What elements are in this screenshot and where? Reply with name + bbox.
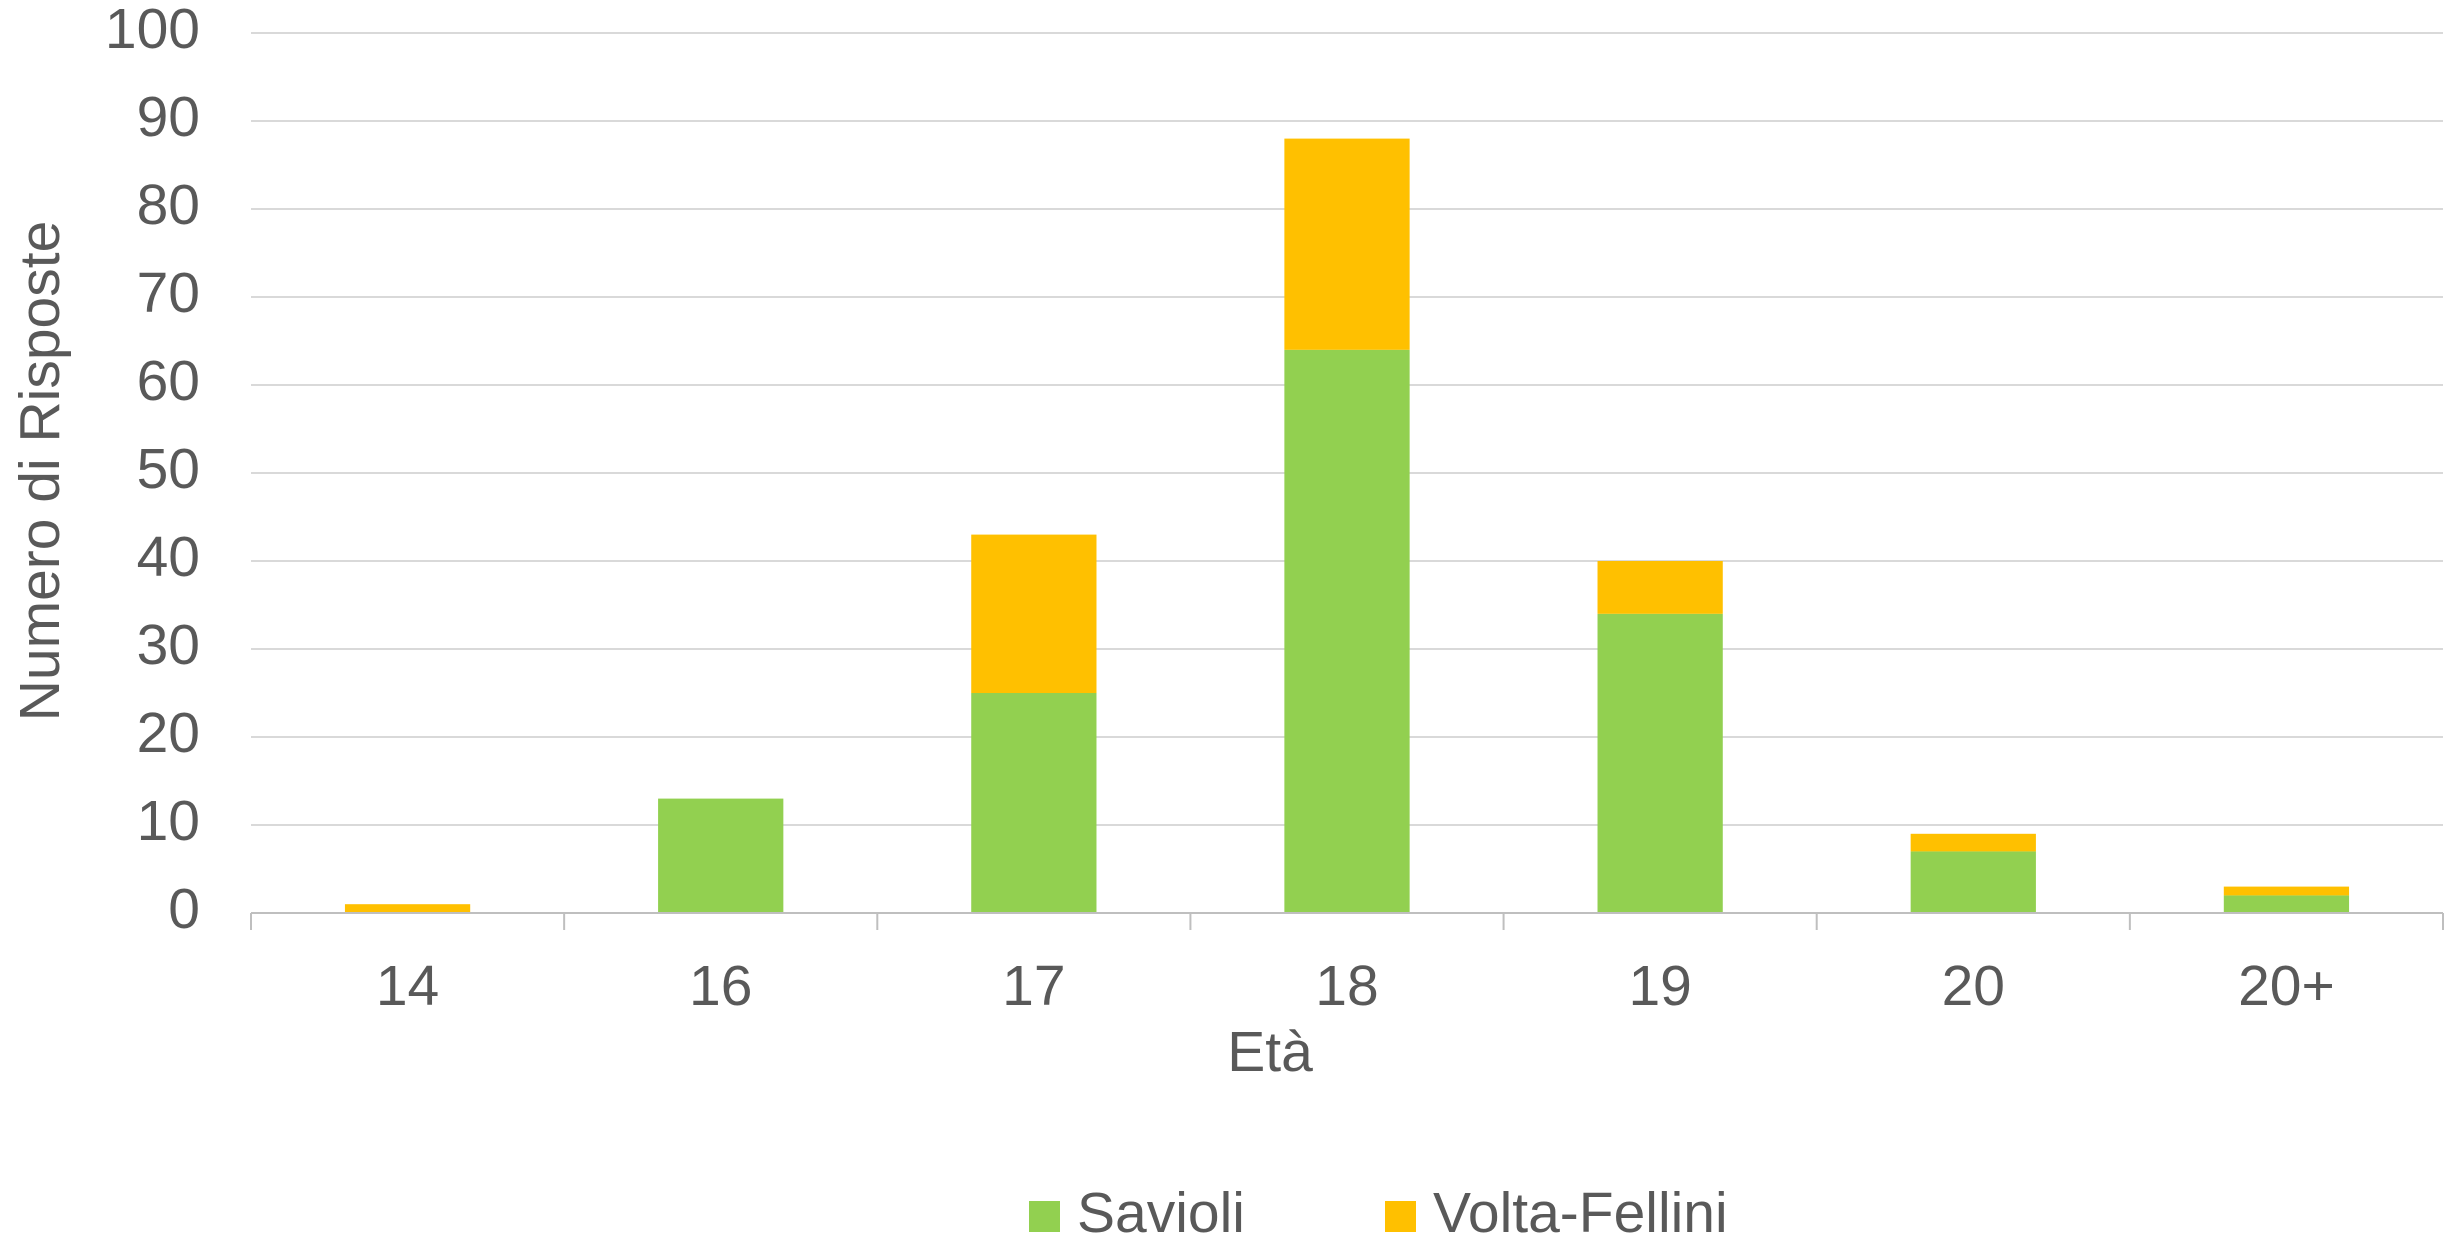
x-tick-label: 20 [1942,954,2005,1018]
bar-segment [1284,349,1410,913]
x-tick-label: 18 [1315,954,1378,1018]
y-tick-label: 50 [137,437,200,501]
y-tick-label: 30 [137,613,200,677]
bar-segment [971,534,1097,693]
x-tick-label: 20+ [2238,954,2335,1018]
y-tick-label: 40 [137,525,200,589]
y-axis-label: Numero di Risposte [8,221,72,722]
x-tick-label: 19 [1628,954,1691,1018]
x-tick-label: 17 [1002,954,1065,1018]
bar-segment [1597,613,1723,913]
legend-label: Volta-Fellini [1433,1181,1728,1241]
y-tick-label: 60 [137,349,200,413]
y-tick-label: 100 [105,0,200,61]
bar-segment [658,798,784,913]
y-tick-label: 90 [137,85,200,149]
legend-swatch [1385,1201,1416,1232]
y-tick-label: 80 [137,173,200,237]
bar-segment [1910,833,2036,852]
y-tick-label: 10 [137,789,200,853]
bar-segment [1597,561,1723,614]
legend-swatch [1029,1201,1060,1232]
x-tick-label: 14 [376,954,439,1018]
bar-segment [1910,851,2036,913]
x-axis-label: Età [1227,1020,1313,1084]
bar-segment [344,904,471,913]
y-tick-label: 0 [168,877,200,941]
bar-segment [2223,886,2350,896]
x-tick-label: 16 [689,954,752,1018]
bar-segment [1284,138,1410,350]
legend-label: Savioli [1077,1181,1245,1241]
bar-segment [971,693,1097,913]
y-tick-label: 20 [137,701,200,765]
y-tick-label: 70 [137,261,200,325]
bar-segment [2223,895,2350,913]
